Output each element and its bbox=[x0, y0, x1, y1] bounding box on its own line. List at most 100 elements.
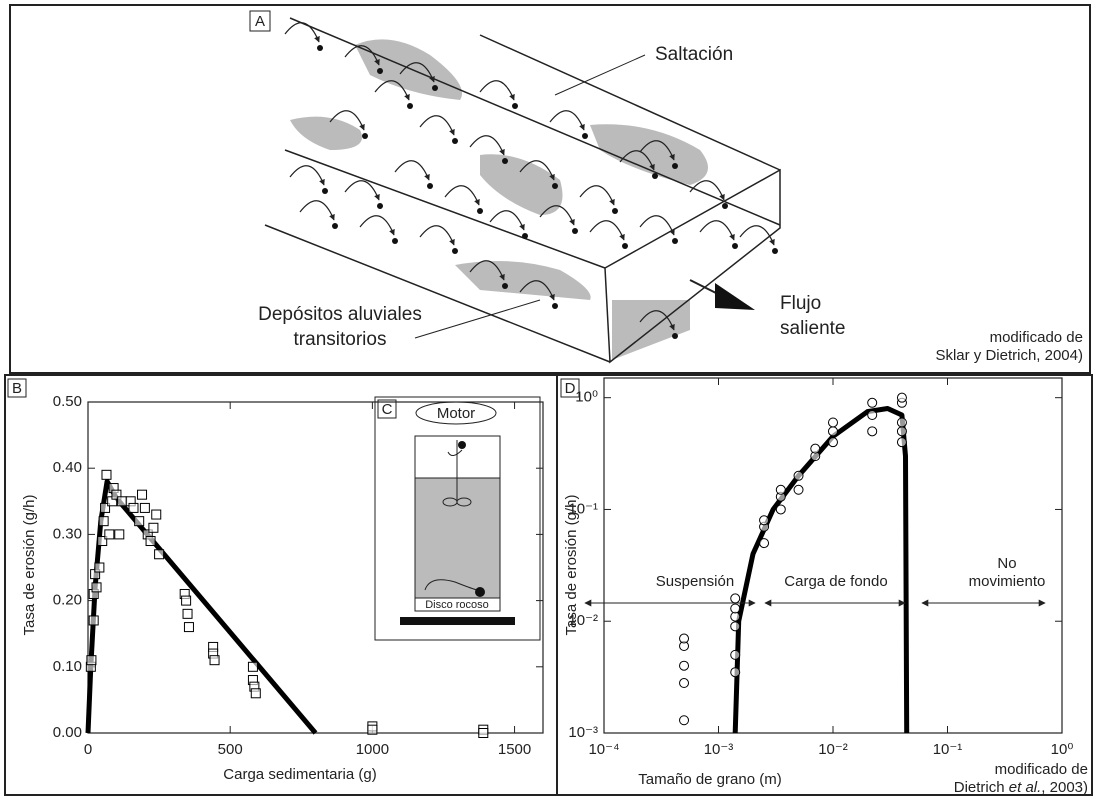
hop-grain bbox=[362, 133, 368, 139]
annotation: Suspensión bbox=[656, 573, 734, 590]
point bbox=[897, 418, 906, 427]
hop-grain bbox=[672, 238, 678, 244]
panel-a: A Saltación Depósitos aluviales transito… bbox=[250, 11, 1083, 364]
hop-grain bbox=[672, 163, 678, 169]
hop-path bbox=[580, 186, 614, 205]
hop-path bbox=[300, 201, 334, 220]
point bbox=[776, 485, 785, 494]
hop-grain bbox=[392, 238, 398, 244]
x-tick-label: 1500 bbox=[498, 741, 531, 758]
figure: A Saltación Depósitos aluviales transito… bbox=[0, 0, 1096, 798]
disk-label: Disco rocoso bbox=[425, 599, 489, 611]
hop-grain bbox=[522, 233, 528, 239]
x-tick-label: 500 bbox=[218, 741, 243, 758]
point bbox=[138, 490, 147, 499]
hop-path bbox=[480, 81, 514, 100]
base bbox=[400, 617, 515, 625]
hop-path bbox=[445, 186, 479, 205]
point bbox=[102, 470, 111, 479]
x-tick-label: 10⁰ bbox=[1051, 741, 1074, 758]
hop-grain bbox=[427, 183, 433, 189]
y-tick-label: 0.50 bbox=[53, 393, 82, 410]
deposits-label: transitorios bbox=[294, 329, 387, 350]
patch bbox=[480, 154, 563, 215]
patch bbox=[290, 117, 362, 150]
credit: Sklar y Dietrich, 2004) bbox=[935, 347, 1083, 364]
point bbox=[118, 497, 127, 506]
point bbox=[731, 622, 740, 631]
point bbox=[760, 539, 769, 548]
point bbox=[368, 725, 377, 734]
point bbox=[897, 438, 906, 447]
hop-path bbox=[550, 111, 584, 130]
hop-grain bbox=[572, 228, 578, 234]
hop-path bbox=[285, 23, 319, 42]
hop-grain bbox=[612, 208, 618, 214]
point bbox=[731, 668, 740, 677]
point bbox=[92, 583, 101, 592]
point bbox=[731, 604, 740, 613]
point bbox=[210, 656, 219, 665]
hop-grain bbox=[452, 248, 458, 254]
point bbox=[829, 418, 838, 427]
hop-path bbox=[740, 226, 774, 245]
hop-path bbox=[395, 161, 429, 180]
credit: modificado de bbox=[995, 761, 1088, 778]
hop-grain bbox=[332, 223, 338, 229]
point bbox=[868, 410, 877, 419]
x-tick-label: 10⁻⁴ bbox=[588, 741, 619, 758]
hop-grain bbox=[377, 203, 383, 209]
particle bbox=[475, 587, 485, 597]
hop-grain bbox=[652, 173, 658, 179]
point bbox=[155, 550, 164, 559]
credit: Dietrich et al., 2003) bbox=[954, 779, 1088, 796]
y-tick-label: 0.00 bbox=[53, 724, 82, 741]
hop-grain bbox=[432, 85, 438, 91]
point bbox=[251, 689, 260, 698]
panel-label: A bbox=[255, 13, 265, 30]
hop-path bbox=[345, 181, 379, 200]
point bbox=[140, 503, 149, 512]
point bbox=[868, 427, 877, 436]
point bbox=[89, 616, 98, 625]
point bbox=[149, 523, 158, 532]
y-tick-label: 10⁻³ bbox=[568, 724, 598, 741]
y-tick-label: 10⁰ bbox=[575, 389, 598, 406]
point bbox=[115, 530, 124, 539]
panel-d-annotations: Suspensión Carga de fondo No movimiento … bbox=[585, 555, 1088, 796]
panel-label: B bbox=[12, 380, 22, 397]
x-tick-label: 1000 bbox=[356, 741, 389, 758]
x-tick-label: 10⁻³ bbox=[704, 741, 734, 758]
x-axis-label: Carga sedimentaria (g) bbox=[223, 766, 376, 783]
hop-grain bbox=[582, 133, 588, 139]
credit-part: , 2003) bbox=[1041, 779, 1088, 796]
hop-path bbox=[690, 181, 724, 200]
point bbox=[146, 537, 155, 546]
point bbox=[479, 729, 488, 738]
hop-path bbox=[420, 226, 454, 245]
patch bbox=[355, 39, 462, 100]
point bbox=[87, 656, 96, 665]
annotation: movimiento bbox=[969, 573, 1046, 590]
point bbox=[184, 623, 193, 632]
y-tick-label: 0.30 bbox=[53, 525, 82, 542]
point bbox=[183, 609, 192, 618]
y-tick-label: 0.10 bbox=[53, 658, 82, 675]
hop-grain bbox=[622, 243, 628, 249]
panel-label: D bbox=[565, 380, 576, 397]
point bbox=[897, 393, 906, 402]
particle bbox=[458, 441, 466, 449]
point bbox=[731, 650, 740, 659]
y-tick-label: 0.20 bbox=[53, 592, 82, 609]
x-tick-label: 10⁻¹ bbox=[933, 741, 963, 758]
credit: modificado de bbox=[990, 329, 1083, 346]
hop-grain bbox=[502, 158, 508, 164]
panel-label: C bbox=[382, 401, 393, 418]
x-tick-label: 0 bbox=[84, 741, 92, 758]
flow-label: saliente bbox=[780, 318, 846, 339]
hop-grain bbox=[722, 203, 728, 209]
hop-grain bbox=[772, 248, 778, 254]
point bbox=[794, 485, 803, 494]
patch bbox=[590, 124, 708, 185]
point bbox=[152, 510, 161, 519]
